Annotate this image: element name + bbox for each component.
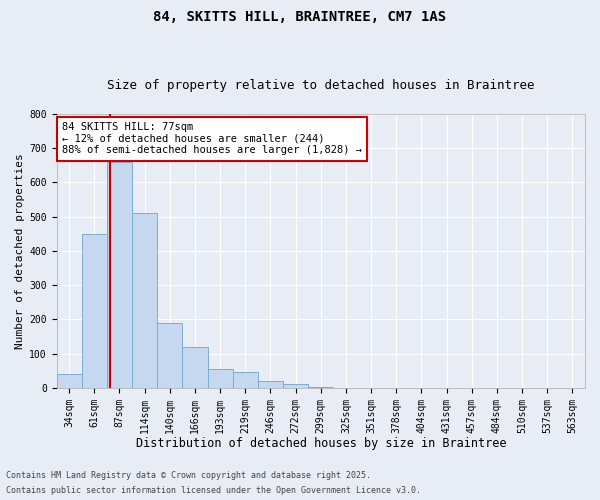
Bar xyxy=(107,162,132,388)
Title: Size of property relative to detached houses in Braintree: Size of property relative to detached ho… xyxy=(107,79,535,92)
Bar xyxy=(182,347,208,388)
Bar xyxy=(208,369,233,388)
Bar xyxy=(283,384,308,388)
Bar xyxy=(233,372,258,388)
Bar xyxy=(56,374,82,388)
Bar xyxy=(82,234,107,388)
Bar xyxy=(308,387,334,388)
Bar xyxy=(258,381,283,388)
X-axis label: Distribution of detached houses by size in Braintree: Distribution of detached houses by size … xyxy=(136,437,506,450)
Bar xyxy=(157,323,182,388)
Text: Contains public sector information licensed under the Open Government Licence v3: Contains public sector information licen… xyxy=(6,486,421,495)
Y-axis label: Number of detached properties: Number of detached properties xyxy=(15,153,25,349)
Text: 84, SKITTS HILL, BRAINTREE, CM7 1AS: 84, SKITTS HILL, BRAINTREE, CM7 1AS xyxy=(154,10,446,24)
Text: 84 SKITTS HILL: 77sqm
← 12% of detached houses are smaller (244)
88% of semi-det: 84 SKITTS HILL: 77sqm ← 12% of detached … xyxy=(62,122,362,156)
Bar xyxy=(132,214,157,388)
Text: Contains HM Land Registry data © Crown copyright and database right 2025.: Contains HM Land Registry data © Crown c… xyxy=(6,471,371,480)
